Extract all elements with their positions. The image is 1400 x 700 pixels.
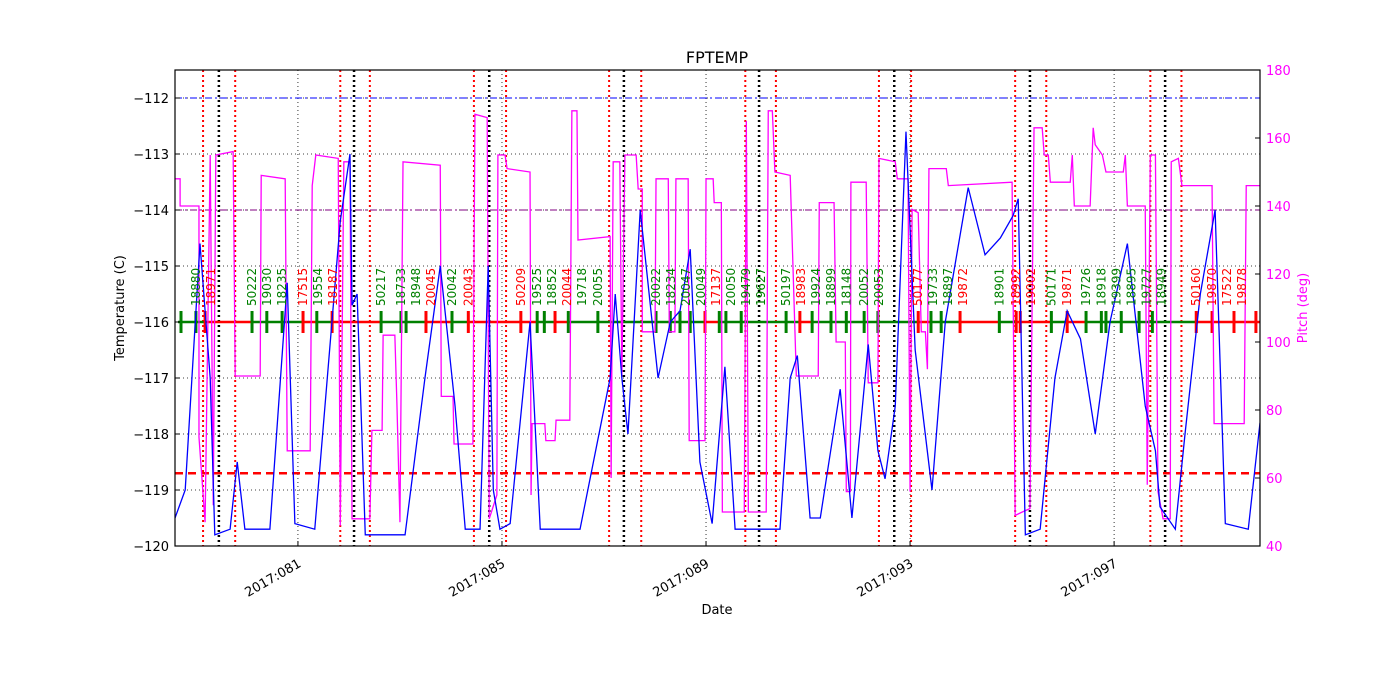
y2-tick-label: 40 [1266,540,1283,555]
obsid-label: 19627 [754,268,768,306]
obsid-label: 19479 [739,268,753,306]
obsid-label: 18852 [545,268,559,306]
obsid-label: 19871 [1060,268,1074,306]
obsid-label: 18897 [941,268,955,306]
y2-tick-label: 80 [1266,404,1283,419]
y2-tick-label: 160 [1266,132,1291,147]
y-axis-label: Temperature (C) [113,255,128,362]
obsid-label: 50171 [1044,268,1058,306]
obsid-label: 20049 [694,268,708,306]
obsid-label: 18918 [1094,268,1108,306]
chart-title: FPTEMP [686,48,749,67]
obsid-label: 50160 [1189,268,1203,306]
temperature-line [175,131,1260,536]
y2-tick-label: 60 [1266,472,1283,487]
y-tick-label: −117 [133,372,169,387]
x-tick-label: 2017:093 [855,556,916,600]
x-axis-label: Date [701,603,732,618]
y-tick-label: −120 [133,540,169,555]
obsid-label: 19878 [1235,268,1249,306]
obsid-label: 19733 [926,268,940,306]
obsid-label: 18895 [1124,268,1138,306]
obsid-label: 20022 [649,268,663,306]
obsid-label: 50177 [911,268,925,306]
obsid-label: 18971 [204,268,218,306]
obsid-label: 18148 [839,268,853,306]
obsid-label: 18901 [992,268,1006,306]
obsid-label: 19872 [956,268,970,306]
x-tick-label: 2017:089 [651,556,712,600]
obsid-label: 20053 [872,268,886,306]
obsid-label: 18187 [326,268,340,306]
obsid-label: 20043 [461,268,475,306]
obsid-label: 18235 [275,268,289,306]
obsid-label: 20055 [591,268,605,306]
obsid-label: 18992 [1009,268,1023,306]
obsid-label: 18949 [1154,268,1168,306]
y2-tick-label: 100 [1266,336,1291,351]
y2-tick-label: 180 [1266,64,1291,79]
x-tick-label: 2017:085 [447,556,508,600]
y-tick-label: −114 [133,204,169,219]
obsid-label: 19727 [1139,268,1153,306]
obsid-label: 19718 [575,268,589,306]
obsid-label: 50209 [514,268,528,306]
y2-axis-label: Pitch (deg) [1296,273,1311,343]
series-group [175,70,1260,546]
grid [175,70,1260,547]
obsid-label: 17515 [296,268,310,306]
y-tick-label: −116 [133,316,169,331]
obsid-label: 19870 [1205,268,1219,306]
y-tick-label: −113 [133,148,169,163]
obsid-label: 19525 [530,268,544,306]
obsid-label: 20045 [424,268,438,306]
obsid-label: 19726 [1079,268,1093,306]
obsid-label: 50222 [245,268,259,306]
y-tick-label: −112 [133,92,169,107]
obsid-label: 50197 [779,268,793,306]
obsid-label: 18733 [394,268,408,306]
obsid-label: 19002 [1024,268,1038,306]
obsid-label: 19924 [809,268,823,306]
obsid-label: 20044 [560,268,574,306]
y2-tick-label: 120 [1266,268,1291,283]
obsid-label: 20050 [724,268,738,306]
obsid-label: 20047 [679,268,693,306]
obsid-label: 17137 [709,268,723,306]
y2-tick-label: 140 [1266,200,1291,215]
y-tick-label: −118 [133,428,169,443]
obsid-label: 20042 [445,268,459,306]
obsid-label: 50217 [374,268,388,306]
obsid-label: 17522 [1220,268,1234,306]
obsid-label: 18234 [664,268,678,306]
obsid-label: 20052 [857,268,871,306]
obsid-label: 18983 [794,268,808,306]
y-tick-label: −119 [133,484,169,499]
obsid-labels: 18880 18971 50222 19030 18235 17515 19554 18187… [189,268,1249,306]
pitch-line [175,110,1260,526]
plot-frame [174,69,1261,547]
x-tick-label: 2017:097 [1059,556,1120,600]
obsid-label: 18948 [409,268,423,306]
obsid-label: 19399 [1109,268,1123,306]
obsid-label: 18899 [824,268,838,306]
plot-area [175,70,1260,546]
obsid-label: 19030 [260,268,274,306]
obsid-label: 18880 [189,268,203,306]
x-tick-label: 2017:081 [242,556,303,600]
y-tick-label: −115 [133,260,169,275]
obsid-label: 19554 [311,268,325,306]
